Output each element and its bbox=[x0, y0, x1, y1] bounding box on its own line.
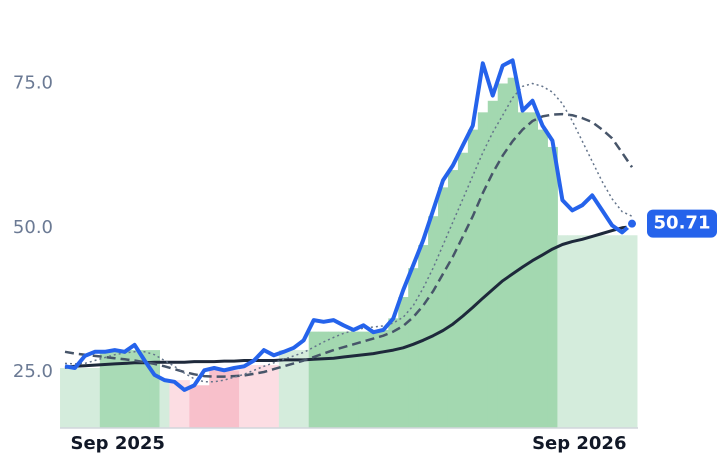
shade-bar bbox=[338, 331, 349, 428]
shade-bar bbox=[348, 331, 359, 428]
y-tick-label: 25.0 bbox=[13, 361, 53, 382]
shade-bar bbox=[149, 350, 160, 428]
shade-bar bbox=[308, 331, 320, 428]
shade-bar bbox=[199, 385, 210, 428]
shade-bar bbox=[617, 235, 628, 428]
shade-bar bbox=[278, 350, 290, 428]
shade-bar bbox=[537, 129, 548, 428]
shade-bar bbox=[298, 350, 310, 428]
shade-bar bbox=[388, 318, 399, 428]
shade-bar bbox=[139, 350, 151, 428]
shade-bar bbox=[288, 350, 300, 428]
shade-bar bbox=[69, 367, 81, 428]
series-line bbox=[64, 58, 634, 392]
shade-bar bbox=[368, 332, 379, 428]
shade-bar bbox=[457, 152, 469, 428]
shade-bar bbox=[159, 380, 170, 428]
shade-bar bbox=[607, 235, 618, 428]
series-line bbox=[64, 225, 633, 369]
shade-bar bbox=[229, 370, 240, 428]
shade-bar bbox=[527, 112, 538, 428]
shade-bar bbox=[239, 365, 250, 428]
shade-bar bbox=[99, 350, 111, 428]
shade-bar bbox=[60, 367, 71, 428]
shade-bar bbox=[79, 367, 91, 428]
shade-bar bbox=[258, 365, 270, 428]
shade-bar bbox=[249, 365, 260, 428]
shade-bar bbox=[209, 370, 220, 428]
shade-bar bbox=[408, 268, 419, 428]
shade-bar bbox=[517, 112, 529, 428]
shade-bar bbox=[507, 77, 519, 429]
x-tick-label: Sep 2025 bbox=[71, 433, 165, 454]
shade-bar bbox=[477, 112, 489, 428]
shade-bar bbox=[189, 385, 200, 428]
y-tick-label: 50.0 bbox=[13, 217, 53, 238]
x-tick-label: Sep 2026 bbox=[532, 433, 626, 454]
shade-bar bbox=[169, 380, 180, 428]
shade-bar bbox=[487, 100, 499, 428]
last-value-label: 50.71 bbox=[654, 213, 711, 234]
shade-bar bbox=[567, 235, 578, 428]
shade-bar bbox=[109, 350, 121, 428]
shade-bar bbox=[179, 380, 190, 428]
shade-bar bbox=[378, 329, 389, 428]
series-line bbox=[64, 82, 633, 383]
shade-bar bbox=[587, 235, 598, 428]
shade-bar bbox=[438, 187, 449, 428]
shade-bar bbox=[268, 365, 280, 428]
shade-bar bbox=[547, 146, 558, 428]
y-tick-label: 75.0 bbox=[13, 72, 53, 93]
shade-bar bbox=[119, 350, 131, 428]
shade-bar bbox=[89, 367, 101, 428]
shade-bar bbox=[318, 331, 330, 428]
shade-bar bbox=[418, 245, 429, 428]
shade-bar bbox=[467, 129, 479, 428]
shade-bar bbox=[428, 216, 439, 428]
shade-bar bbox=[597, 235, 608, 428]
shade-bar bbox=[557, 235, 568, 428]
shade-bar bbox=[129, 350, 141, 428]
last-badge bbox=[647, 209, 717, 238]
shade-bar bbox=[497, 83, 509, 428]
shade-bar bbox=[447, 170, 459, 429]
shade-bar bbox=[627, 235, 638, 428]
shade-bar bbox=[328, 331, 340, 428]
shade-bar bbox=[219, 370, 230, 428]
shade-bar bbox=[358, 331, 369, 428]
last-point bbox=[626, 217, 638, 230]
shade-bar bbox=[577, 235, 588, 428]
shade-bar bbox=[398, 297, 409, 428]
